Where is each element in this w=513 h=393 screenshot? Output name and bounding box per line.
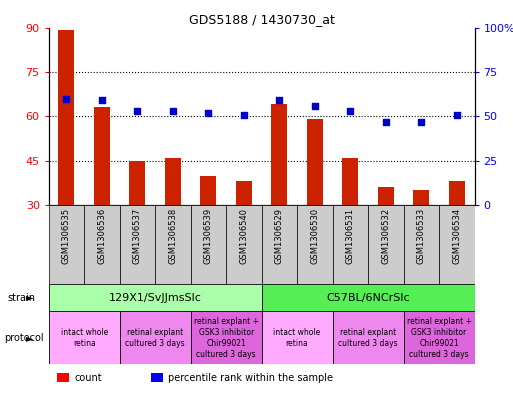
- Bar: [297, 205, 332, 284]
- Text: GSM1306529: GSM1306529: [275, 208, 284, 263]
- Point: [240, 111, 248, 118]
- Bar: [236, 182, 252, 205]
- Point: [133, 108, 142, 114]
- Text: GSM1306540: GSM1306540: [240, 208, 248, 263]
- Bar: [332, 311, 404, 364]
- Text: strain: strain: [7, 292, 35, 303]
- Text: percentile rank within the sample: percentile rank within the sample: [168, 373, 333, 383]
- Bar: [49, 284, 262, 311]
- Bar: [262, 311, 332, 364]
- Bar: [404, 311, 475, 364]
- Bar: [58, 31, 74, 205]
- Text: count: count: [74, 373, 102, 383]
- Text: retinal explant
cultured 3 days: retinal explant cultured 3 days: [125, 328, 185, 348]
- Point: [346, 108, 354, 114]
- Bar: [271, 105, 287, 205]
- Text: C57BL/6NCrSlc: C57BL/6NCrSlc: [326, 292, 410, 303]
- Bar: [368, 205, 404, 284]
- Text: retinal explant +
GSK3 inhibitor
Chir99021
cultured 3 days: retinal explant + GSK3 inhibitor Chir990…: [193, 317, 259, 359]
- Bar: [413, 190, 429, 205]
- Bar: [201, 176, 216, 205]
- Text: ►: ►: [27, 333, 34, 343]
- Bar: [57, 373, 69, 382]
- Text: GSM1306538: GSM1306538: [168, 208, 177, 264]
- Text: GSM1306530: GSM1306530: [310, 208, 320, 264]
- Text: GSM1306531: GSM1306531: [346, 208, 355, 264]
- Text: ►: ►: [27, 292, 34, 303]
- Bar: [191, 311, 262, 364]
- Point: [452, 111, 461, 118]
- Bar: [342, 158, 358, 205]
- Text: retinal explant
cultured 3 days: retinal explant cultured 3 days: [338, 328, 398, 348]
- Text: GSM1306532: GSM1306532: [381, 208, 390, 264]
- Text: protocol: protocol: [4, 333, 44, 343]
- Bar: [307, 119, 323, 205]
- Point: [204, 110, 212, 116]
- Title: GDS5188 / 1430730_at: GDS5188 / 1430730_at: [189, 13, 334, 26]
- Bar: [129, 161, 145, 205]
- Bar: [49, 311, 120, 364]
- Text: GSM1306533: GSM1306533: [417, 208, 426, 264]
- Text: intact whole
retina: intact whole retina: [273, 328, 321, 348]
- Bar: [262, 205, 297, 284]
- Point: [275, 97, 284, 103]
- Bar: [155, 205, 191, 284]
- Point: [63, 95, 71, 102]
- Bar: [165, 158, 181, 205]
- Text: GSM1306534: GSM1306534: [452, 208, 461, 264]
- Bar: [49, 205, 84, 284]
- Point: [98, 97, 106, 103]
- Point: [417, 119, 425, 125]
- Bar: [378, 187, 394, 205]
- Bar: [94, 107, 110, 205]
- Point: [382, 119, 390, 125]
- Text: retinal explant +
GSK3 inhibitor
Chir99021
cultured 3 days: retinal explant + GSK3 inhibitor Chir990…: [406, 317, 471, 359]
- Text: GSM1306537: GSM1306537: [133, 208, 142, 264]
- Text: intact whole
retina: intact whole retina: [61, 328, 108, 348]
- Bar: [404, 205, 439, 284]
- Bar: [332, 205, 368, 284]
- Bar: [449, 182, 465, 205]
- Text: GSM1306536: GSM1306536: [97, 208, 107, 264]
- Bar: [120, 205, 155, 284]
- Point: [169, 108, 177, 114]
- Bar: [439, 205, 475, 284]
- Bar: [84, 205, 120, 284]
- Point: [311, 103, 319, 109]
- Text: GSM1306539: GSM1306539: [204, 208, 213, 264]
- Bar: [120, 311, 191, 364]
- Bar: [262, 284, 475, 311]
- Bar: [226, 205, 262, 284]
- Bar: [191, 205, 226, 284]
- Bar: [151, 373, 163, 382]
- Text: GSM1306535: GSM1306535: [62, 208, 71, 264]
- Text: 129X1/SvJJmsSlc: 129X1/SvJJmsSlc: [109, 292, 202, 303]
